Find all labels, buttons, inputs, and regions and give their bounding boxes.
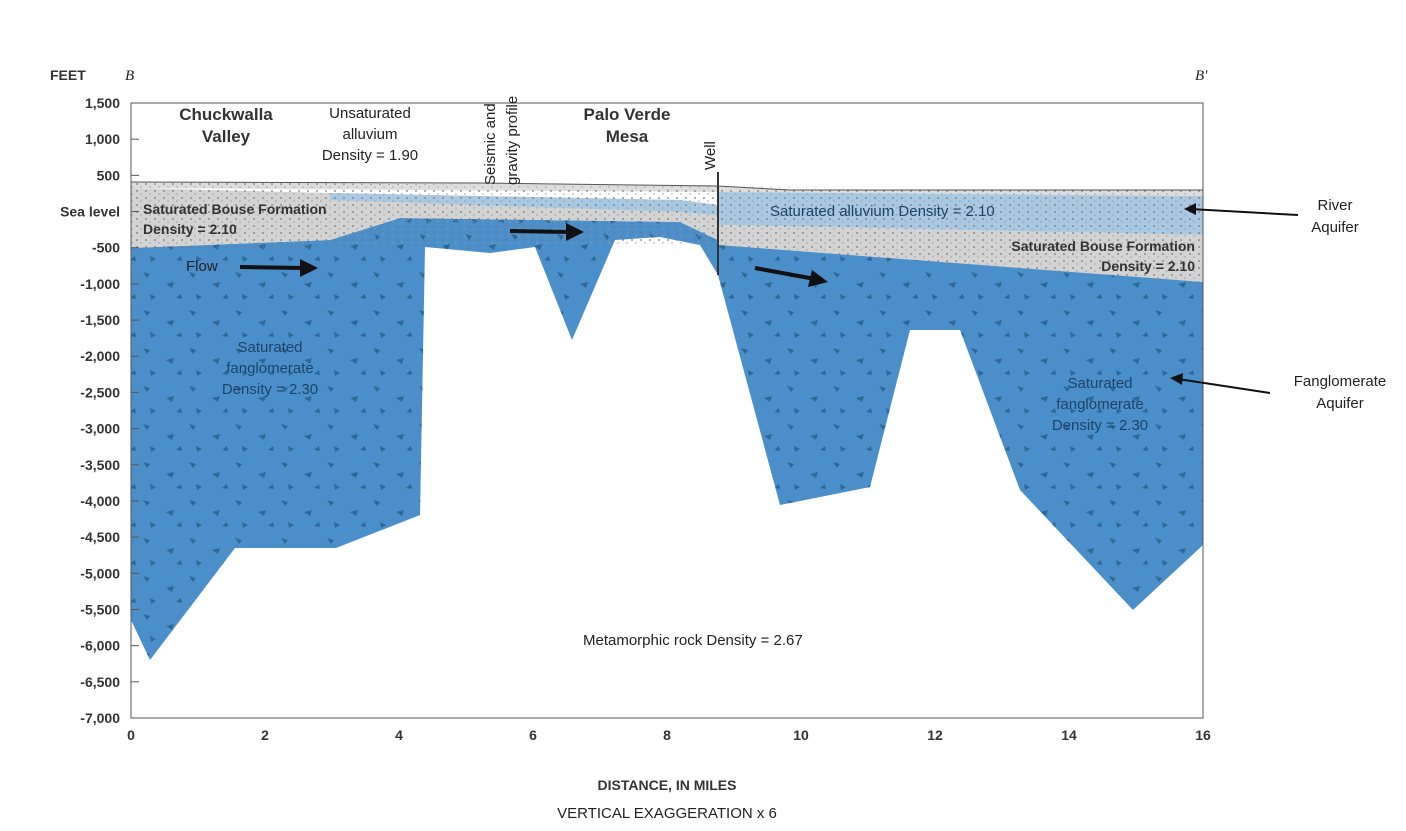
note: VERTICAL EXAGGERATION x 6 — [557, 805, 777, 822]
seismic-label: Seismic and — [482, 103, 499, 185]
y-tick-label: -2,000 — [80, 348, 120, 364]
y-tick-label: -1,000 — [80, 276, 120, 292]
river-aquifer: River — [1317, 197, 1352, 214]
y-tick-label: -5,500 — [80, 601, 120, 617]
bouse-left: Density = 2.10 — [143, 221, 237, 237]
fang-aquifer: Fanglomerate — [1294, 373, 1387, 390]
x-tick-label: 6 — [529, 727, 537, 743]
y-tick-label: Sea level — [60, 204, 120, 220]
axes-frame — [130, 102, 1204, 719]
y-tick-label: -4,000 — [80, 493, 120, 509]
x-tick-label: 2 — [261, 727, 269, 743]
sat-alluvium: Saturated alluvium Density = 2.10 — [770, 203, 995, 220]
x-tick-label: 0 — [127, 727, 135, 743]
unsat-alluvium: Unsaturated — [329, 105, 411, 122]
fang-right: Saturated — [1067, 375, 1132, 392]
chuckwalla: Chuckwalla — [179, 105, 273, 124]
x-tick-label: 10 — [793, 727, 809, 743]
y-tick-label: -5,000 — [80, 565, 120, 581]
fang-left: Density = 2.30 — [222, 381, 318, 398]
chuckwalla: Valley — [202, 127, 251, 146]
unsat-alluvium: Density = 1.90 — [322, 147, 418, 164]
x-tick-label: 12 — [927, 727, 943, 743]
x-title: DISTANCE, IN MILES — [598, 777, 737, 793]
fang-left: fanglomerate — [226, 360, 314, 377]
arrows — [239, 203, 1299, 394]
y-tick-label: -6,500 — [80, 674, 120, 690]
seismic-label: gravity profile — [504, 96, 521, 185]
fang-right: fanglomerate — [1056, 396, 1144, 413]
labels: FEET B B' DISTANCE, IN MILES VERTICAL EX… — [50, 67, 1208, 822]
section-start: B — [125, 68, 134, 84]
section-end: B' — [1195, 68, 1208, 84]
x-tick-label: 16 — [1195, 727, 1211, 743]
y-tick-label: 1,000 — [85, 131, 120, 147]
bouse-left: Saturated Bouse Formation — [143, 201, 327, 217]
flow: Flow — [186, 258, 218, 275]
y-tick-label: -2,500 — [80, 384, 120, 400]
river-aquifer: Aquifer — [1311, 219, 1359, 236]
bouse-right: Density = 2.10 — [1101, 258, 1195, 274]
y-tick-label: -500 — [92, 240, 120, 256]
unsat-alluvium: alluvium — [342, 126, 397, 143]
x-tick-label: 8 — [663, 727, 671, 743]
bouse-right: Saturated Bouse Formation — [1011, 238, 1195, 254]
well-label: Well — [702, 141, 719, 170]
palo-verde: Mesa — [606, 127, 649, 146]
x-tick-label: 14 — [1061, 727, 1077, 743]
y-tick-label: 500 — [97, 167, 121, 183]
y-tick-label: -7,000 — [80, 710, 120, 726]
rock: Metamorphic rock Density = 2.67 — [583, 632, 803, 649]
fang-aquifer: Aquifer — [1316, 395, 1364, 412]
y-tick-label: -3,000 — [80, 421, 120, 437]
y-tick-label: -3,500 — [80, 457, 120, 473]
y-unit: FEET — [50, 67, 86, 83]
y-tick-label: 1,500 — [85, 95, 120, 111]
layers — [130, 172, 1203, 660]
fang-right: Density = 2.30 — [1052, 417, 1148, 434]
x-tick-label: 4 — [395, 727, 403, 743]
fang-left: Saturated — [237, 339, 302, 356]
y-tick-label: -6,000 — [80, 638, 120, 654]
y-tick-label: -4,500 — [80, 529, 120, 545]
y-tick-label: -1,500 — [80, 312, 120, 328]
palo-verde: Palo Verde — [584, 105, 671, 124]
